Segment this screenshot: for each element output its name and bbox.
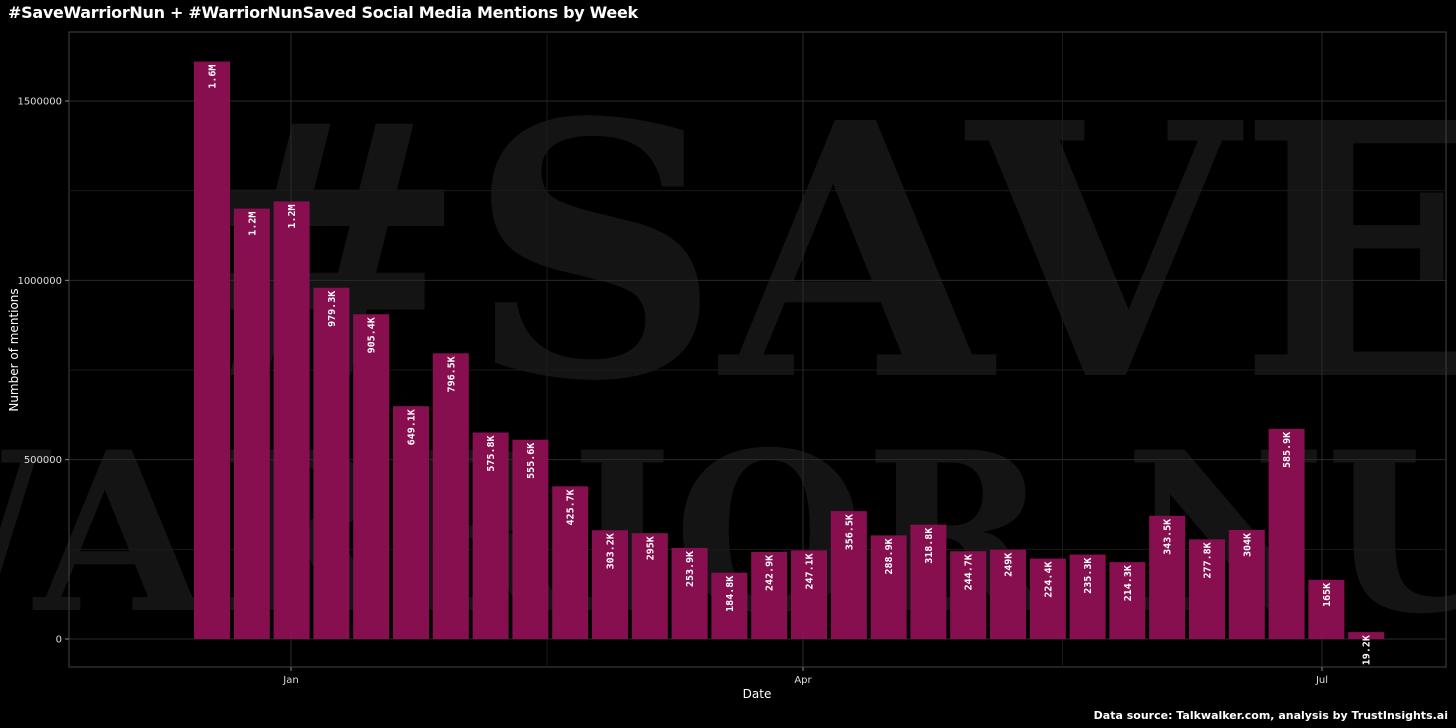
bar [751,551,788,639]
bar-value-label: 318.8K [924,528,935,564]
bar [1109,562,1146,639]
x-axis-title: Date [743,687,772,701]
bar-value-label: 242.9K [765,555,776,591]
bar [472,432,509,639]
bar-value-label: 184.8K [725,576,736,612]
bar [1268,428,1305,639]
bar-value-label: 1.2M [287,204,298,228]
bar [432,353,469,639]
bars [194,61,1385,639]
y-tick-label: 0 [56,635,62,646]
bar-value-label: 288.9K [884,538,895,574]
bar [1308,579,1345,639]
bar [194,61,230,639]
bar [353,314,390,639]
bar-value-label: 247.1K [805,553,816,589]
bar-value-label: 555.6K [526,443,537,479]
x-tick-label: Jul [1315,675,1328,686]
bar [1228,529,1265,639]
bar [393,406,429,639]
bar-value-label: 585.9K [1282,432,1293,468]
bar [1069,554,1106,639]
bar-value-label: 575.8K [486,435,497,471]
bar-value-label: 343.5K [1163,519,1174,555]
bar-value-label: 277.8K [1203,542,1214,578]
source-note: Data source: Talkwalker.com, analysis by… [1093,709,1448,722]
bar-value-label: 244.7K [964,554,975,590]
y-tick-label: 1500000 [17,97,62,108]
bar [631,533,668,639]
chart-title: #SaveWarriorNun + #WarriorNunSaved Socia… [8,3,638,22]
bar-value-label: 249K [1004,553,1015,577]
bar [830,511,867,639]
bar-value-label: 425.7K [566,489,577,525]
bar [910,524,947,639]
bar-value-label: 19.2K [1362,635,1373,665]
y-tick-label: 1000000 [17,276,62,287]
bar-value-label: 649.1K [407,409,418,445]
bar-value-label: 253.9K [685,551,696,587]
bar-value-label: 356.5K [844,514,855,550]
bar [313,287,350,639]
bar-value-label: 796.5K [446,356,457,392]
bar [233,208,270,639]
bar-value-label: 905.4K [367,317,378,353]
bar-value-label: 304K [1242,533,1253,557]
bar-value-label: 1.2M [247,212,258,236]
bar [552,486,589,639]
bar-labels: 1.6M 1.2M 1.2M 979.3K 905.4K 649.1K 796.5K 575.… [208,65,1373,666]
x-tick-label: Jan [282,675,298,686]
bar [1348,632,1385,639]
bar [592,530,628,639]
bar [671,547,708,639]
bar-value-label: 295K [645,536,656,560]
bar-value-label: 979.3K [327,291,338,327]
bar-value-label: 235.3K [1083,558,1094,594]
bar [990,549,1026,639]
bar [1189,539,1225,639]
bar-value-label: 214.3K [1123,565,1134,601]
bar-value-label: 165K [1322,583,1333,607]
bar-value-label: 224.4K [1043,562,1054,598]
bar-value-label: 1.6M [208,65,219,89]
bar-value-label: 303.2K [606,533,617,569]
y-axis: 0 500000 1000000 1500000 [17,97,69,646]
x-tick-label: Apr [794,675,812,686]
bar [273,201,310,639]
bar [870,535,907,639]
y-axis-title: Number of mentions [7,288,21,411]
x-axis: Jan Apr Jul [282,667,1328,686]
bar [791,550,827,639]
bar [1029,558,1066,639]
y-tick-label: 500000 [24,455,62,466]
bar [512,439,549,639]
bar [950,551,987,639]
bar [1149,515,1186,639]
bar [711,572,748,639]
